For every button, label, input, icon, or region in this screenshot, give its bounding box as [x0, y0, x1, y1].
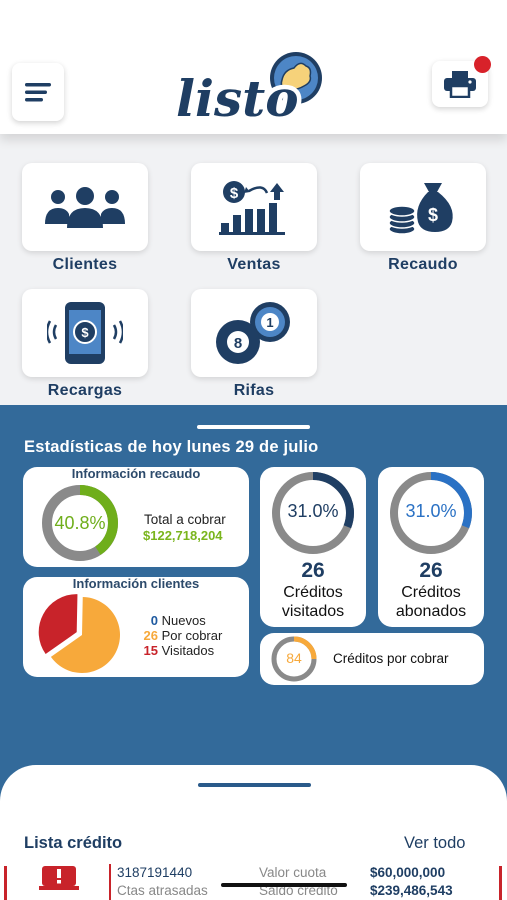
visitados-count: 15: [143, 643, 158, 658]
clientes-card[interactable]: Información clientes 0 Nuevos 26 Por cob…: [23, 576, 249, 677]
module-recaudo[interactable]: $: [360, 163, 486, 251]
notification-badge: [474, 56, 491, 73]
creditos-visitados-card[interactable]: 31.0% 26 Créditos visitados: [260, 467, 366, 627]
stats-title: Estadísticas de hoy lunes 29 de julio: [24, 438, 319, 456]
credit-list-sheet: Lista crédito Ver todo 3187191440 Valor …: [0, 765, 507, 900]
listo-logo: listo listo: [170, 50, 340, 133]
visitados-caption: Créditos visitados: [281, 584, 345, 620]
saldo-credito-value: $239,486,543: [370, 883, 453, 898]
svg-text:1: 1: [266, 315, 273, 330]
alert-icon: [39, 866, 79, 890]
ctas-atrasadas-label: Ctas atrasadas: [117, 883, 208, 898]
stats-panel: Estadísticas de hoy lunes 29 de julio In…: [0, 405, 507, 805]
valor-cuota-label: Valor cuota: [259, 865, 327, 880]
module-recargas[interactable]: $: [22, 289, 148, 377]
module-label-recargas: Recargas: [47, 382, 123, 399]
phone-recharge-icon: $: [47, 302, 123, 364]
module-label-recaudo: Recaudo: [388, 256, 458, 273]
abonados-count-big: 26: [419, 559, 443, 582]
abonados-percent: 31.0%: [405, 501, 457, 521]
svg-text:listo: listo: [176, 69, 299, 128]
total-cobrar-label: Total a cobrar: [144, 512, 226, 527]
valor-cuota-value: $60,000,000: [370, 865, 446, 880]
credit-phone: 3187191440: [117, 865, 193, 880]
credit-row[interactable]: 3187191440 Valor cuota $60,000,000 Ctas …: [4, 864, 502, 900]
printer-icon: [444, 71, 476, 98]
module-rifas[interactable]: 1 8: [191, 289, 317, 377]
module-label-rifas: Rifas: [233, 382, 275, 399]
module-ventas[interactable]: $: [191, 163, 317, 251]
por-cobrar-count: 26: [143, 628, 158, 643]
clientes-card-title: Información clientes: [72, 576, 200, 591]
menu-button[interactable]: [12, 63, 64, 121]
por-cobrar-caption: Créditos por cobrar: [333, 651, 449, 666]
svg-text:$: $: [81, 325, 89, 340]
abonados-progress-ring: [390, 472, 472, 554]
creditos-abonados-card[interactable]: 31.0% 26 Créditos abonados: [378, 467, 484, 627]
lottery-balls-icon: 1 8: [216, 302, 290, 364]
por-cobrar-ring: [271, 636, 317, 682]
sheet-drag-handle[interactable]: [198, 783, 311, 787]
visitados-progress-ring: [272, 472, 354, 554]
visitados-label: Visitados: [161, 643, 215, 658]
money-bag-icon: $: [388, 183, 453, 235]
credit-list-title: Lista crédito: [24, 834, 123, 852]
users-group-icon: [45, 187, 125, 228]
total-cobrar-value: $122,718,204: [143, 528, 223, 543]
row-divider: [109, 864, 111, 900]
abonados-caption: Créditos abonados: [395, 584, 467, 620]
module-clientes[interactable]: [22, 163, 148, 251]
svg-text:listo: listo: [176, 69, 299, 128]
panel-drag-handle[interactable]: [197, 425, 310, 429]
recaudo-card-title: Información recaudo: [71, 466, 201, 481]
pie-slice-por-cobrar: [50, 597, 120, 673]
home-indicator: [221, 883, 347, 887]
recaudo-percent: 40.8%: [54, 513, 106, 533]
visitados-count-big: 26: [301, 559, 325, 582]
module-label-ventas: Ventas: [227, 256, 281, 273]
hamburger-menu-icon: [25, 83, 51, 102]
recaudo-card[interactable]: Información recaudo 40.8% Total a cobrar…: [23, 466, 249, 567]
nuevos-count: 0: [150, 613, 158, 628]
svg-text:$: $: [230, 185, 239, 202]
nuevos-label: Nuevos: [161, 613, 206, 628]
print-button[interactable]: [432, 61, 488, 107]
por-cobrar-count-ring: 84: [286, 650, 302, 666]
visitados-percent: 31.0%: [287, 501, 339, 521]
clientes-pie-chart: [38, 594, 120, 673]
svg-text:$: $: [428, 205, 438, 225]
module-label-clientes: Clientes: [52, 256, 118, 273]
see-all-link[interactable]: Ver todo: [404, 834, 466, 852]
svg-text:8: 8: [234, 335, 242, 352]
top-header: listo listo: [0, 0, 507, 134]
pie-slice-visitados: [38, 594, 78, 655]
creditos-por-cobrar-card[interactable]: 84 Créditos por cobrar: [260, 633, 484, 685]
clientes-legend: 0 Nuevos 26 Por cobrar 15 Visitados: [140, 613, 223, 658]
sales-growth-icon: $: [219, 181, 285, 235]
recaudo-progress-ring: [42, 485, 118, 561]
por-cobrar-label: Por cobrar: [161, 628, 223, 643]
